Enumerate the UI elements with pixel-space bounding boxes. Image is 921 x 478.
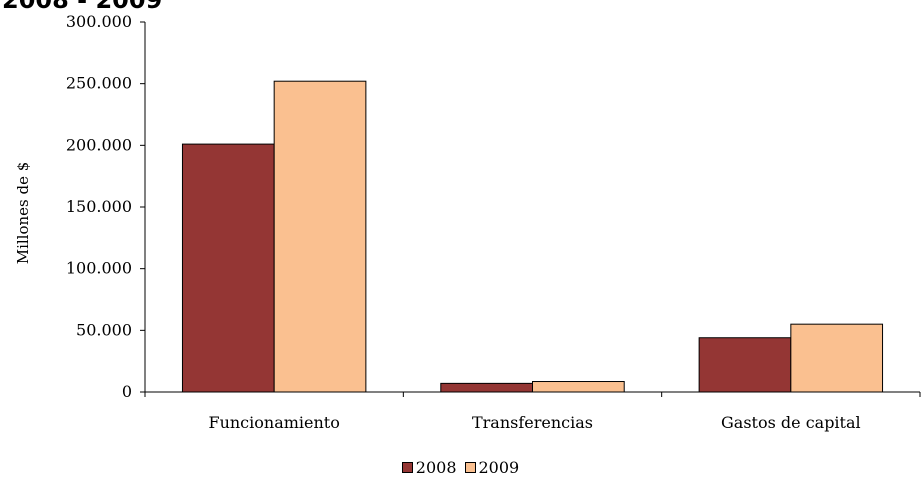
bar-2008-0 — [181, 143, 275, 393]
bar-2008-2 — [698, 337, 792, 393]
legend-label-2008: 2008 — [415, 458, 457, 477]
y-tick-label: 0 — [122, 382, 132, 401]
chart-title: 2008 - 2009 — [2, 0, 163, 14]
bar-2009-1 — [532, 381, 625, 393]
y-tick-label: 150.000 — [66, 197, 132, 216]
bar-2009-0 — [273, 80, 367, 393]
legend-label-2009: 2009 — [478, 458, 520, 477]
legend-item-2009: 2009 — [464, 458, 520, 477]
y-tick-label: 250.000 — [66, 74, 132, 93]
x-category-label: Funcionamiento — [208, 413, 339, 432]
y-axis-label: Millones de $ — [14, 162, 32, 265]
bar-2009-2 — [790, 323, 884, 393]
y-tick-label: 300.000 — [66, 12, 132, 31]
y-tick-label: 50.000 — [76, 320, 132, 339]
legend: 2008 2009 — [0, 458, 921, 477]
bars — [181, 80, 884, 393]
bar-2008-1 — [440, 382, 533, 393]
x-category-label: Gastos de capital — [721, 413, 861, 432]
y-tick-label: 200.000 — [66, 135, 132, 154]
legend-item-2008: 2008 — [401, 458, 457, 477]
legend-swatch-2008 — [401, 462, 413, 473]
axis-labels: 0 50.000 100.000 150.000 200.000 250.000 300.0… — [66, 12, 861, 432]
bar-chart: 0 50.000 100.000 150.000 200.000 250.000 300.0… — [14, 12, 921, 432]
x-category-label: Transferencias — [472, 413, 593, 432]
legend-swatch-2009 — [464, 462, 476, 473]
y-tick-label: 100.000 — [66, 259, 132, 278]
